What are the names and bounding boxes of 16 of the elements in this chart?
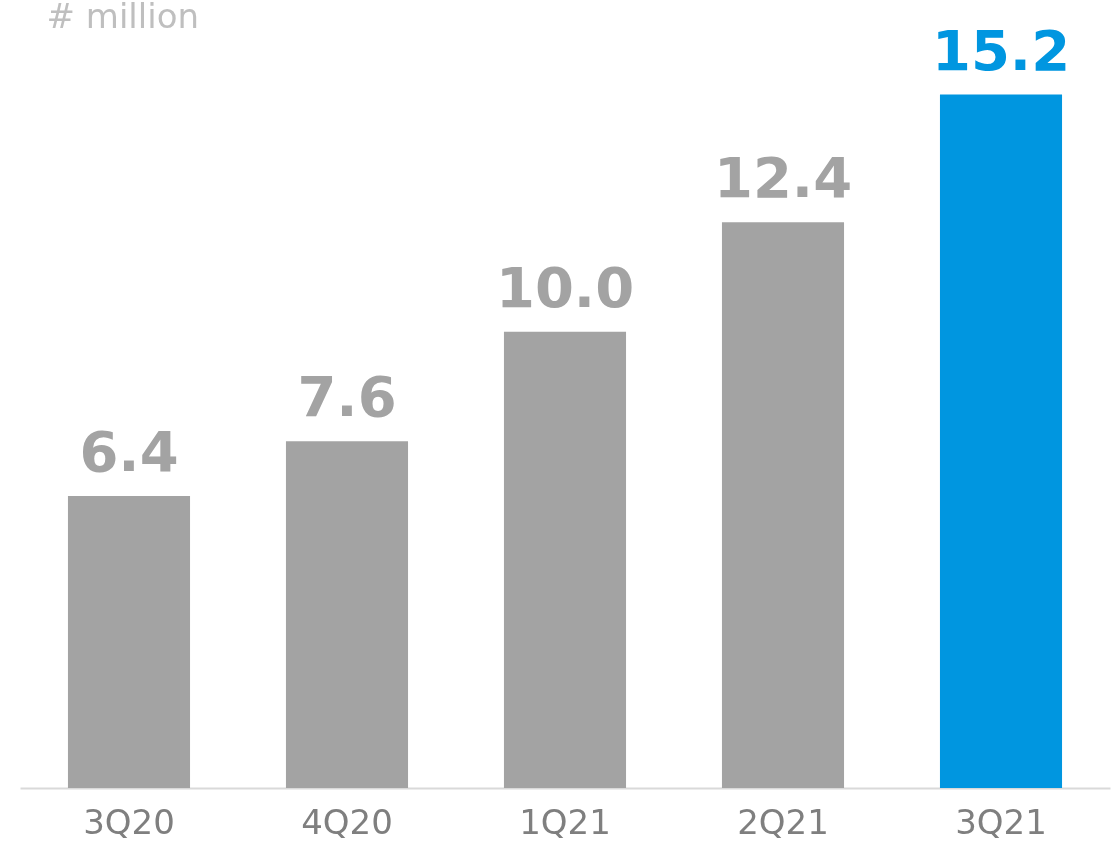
bar [503, 331, 627, 788]
y-axis-title: # million [46, 0, 200, 36]
x-tick-label: 4Q20 [301, 801, 393, 842]
data-label: 15.2 [931, 17, 1071, 83]
x-tick-label: 2Q21 [737, 801, 829, 842]
data-label: 10.0 [495, 254, 635, 320]
bar [721, 222, 845, 788]
bar [939, 94, 1063, 788]
bar [67, 496, 191, 788]
data-label: 12.4 [713, 145, 853, 211]
x-tick-label: 3Q20 [83, 801, 175, 842]
bar [285, 441, 409, 788]
data-label: 7.6 [297, 364, 397, 430]
x-tick-label: 1Q21 [519, 801, 611, 842]
data-label: 6.4 [79, 419, 179, 484]
x-tick-label: 3Q21 [955, 801, 1047, 842]
